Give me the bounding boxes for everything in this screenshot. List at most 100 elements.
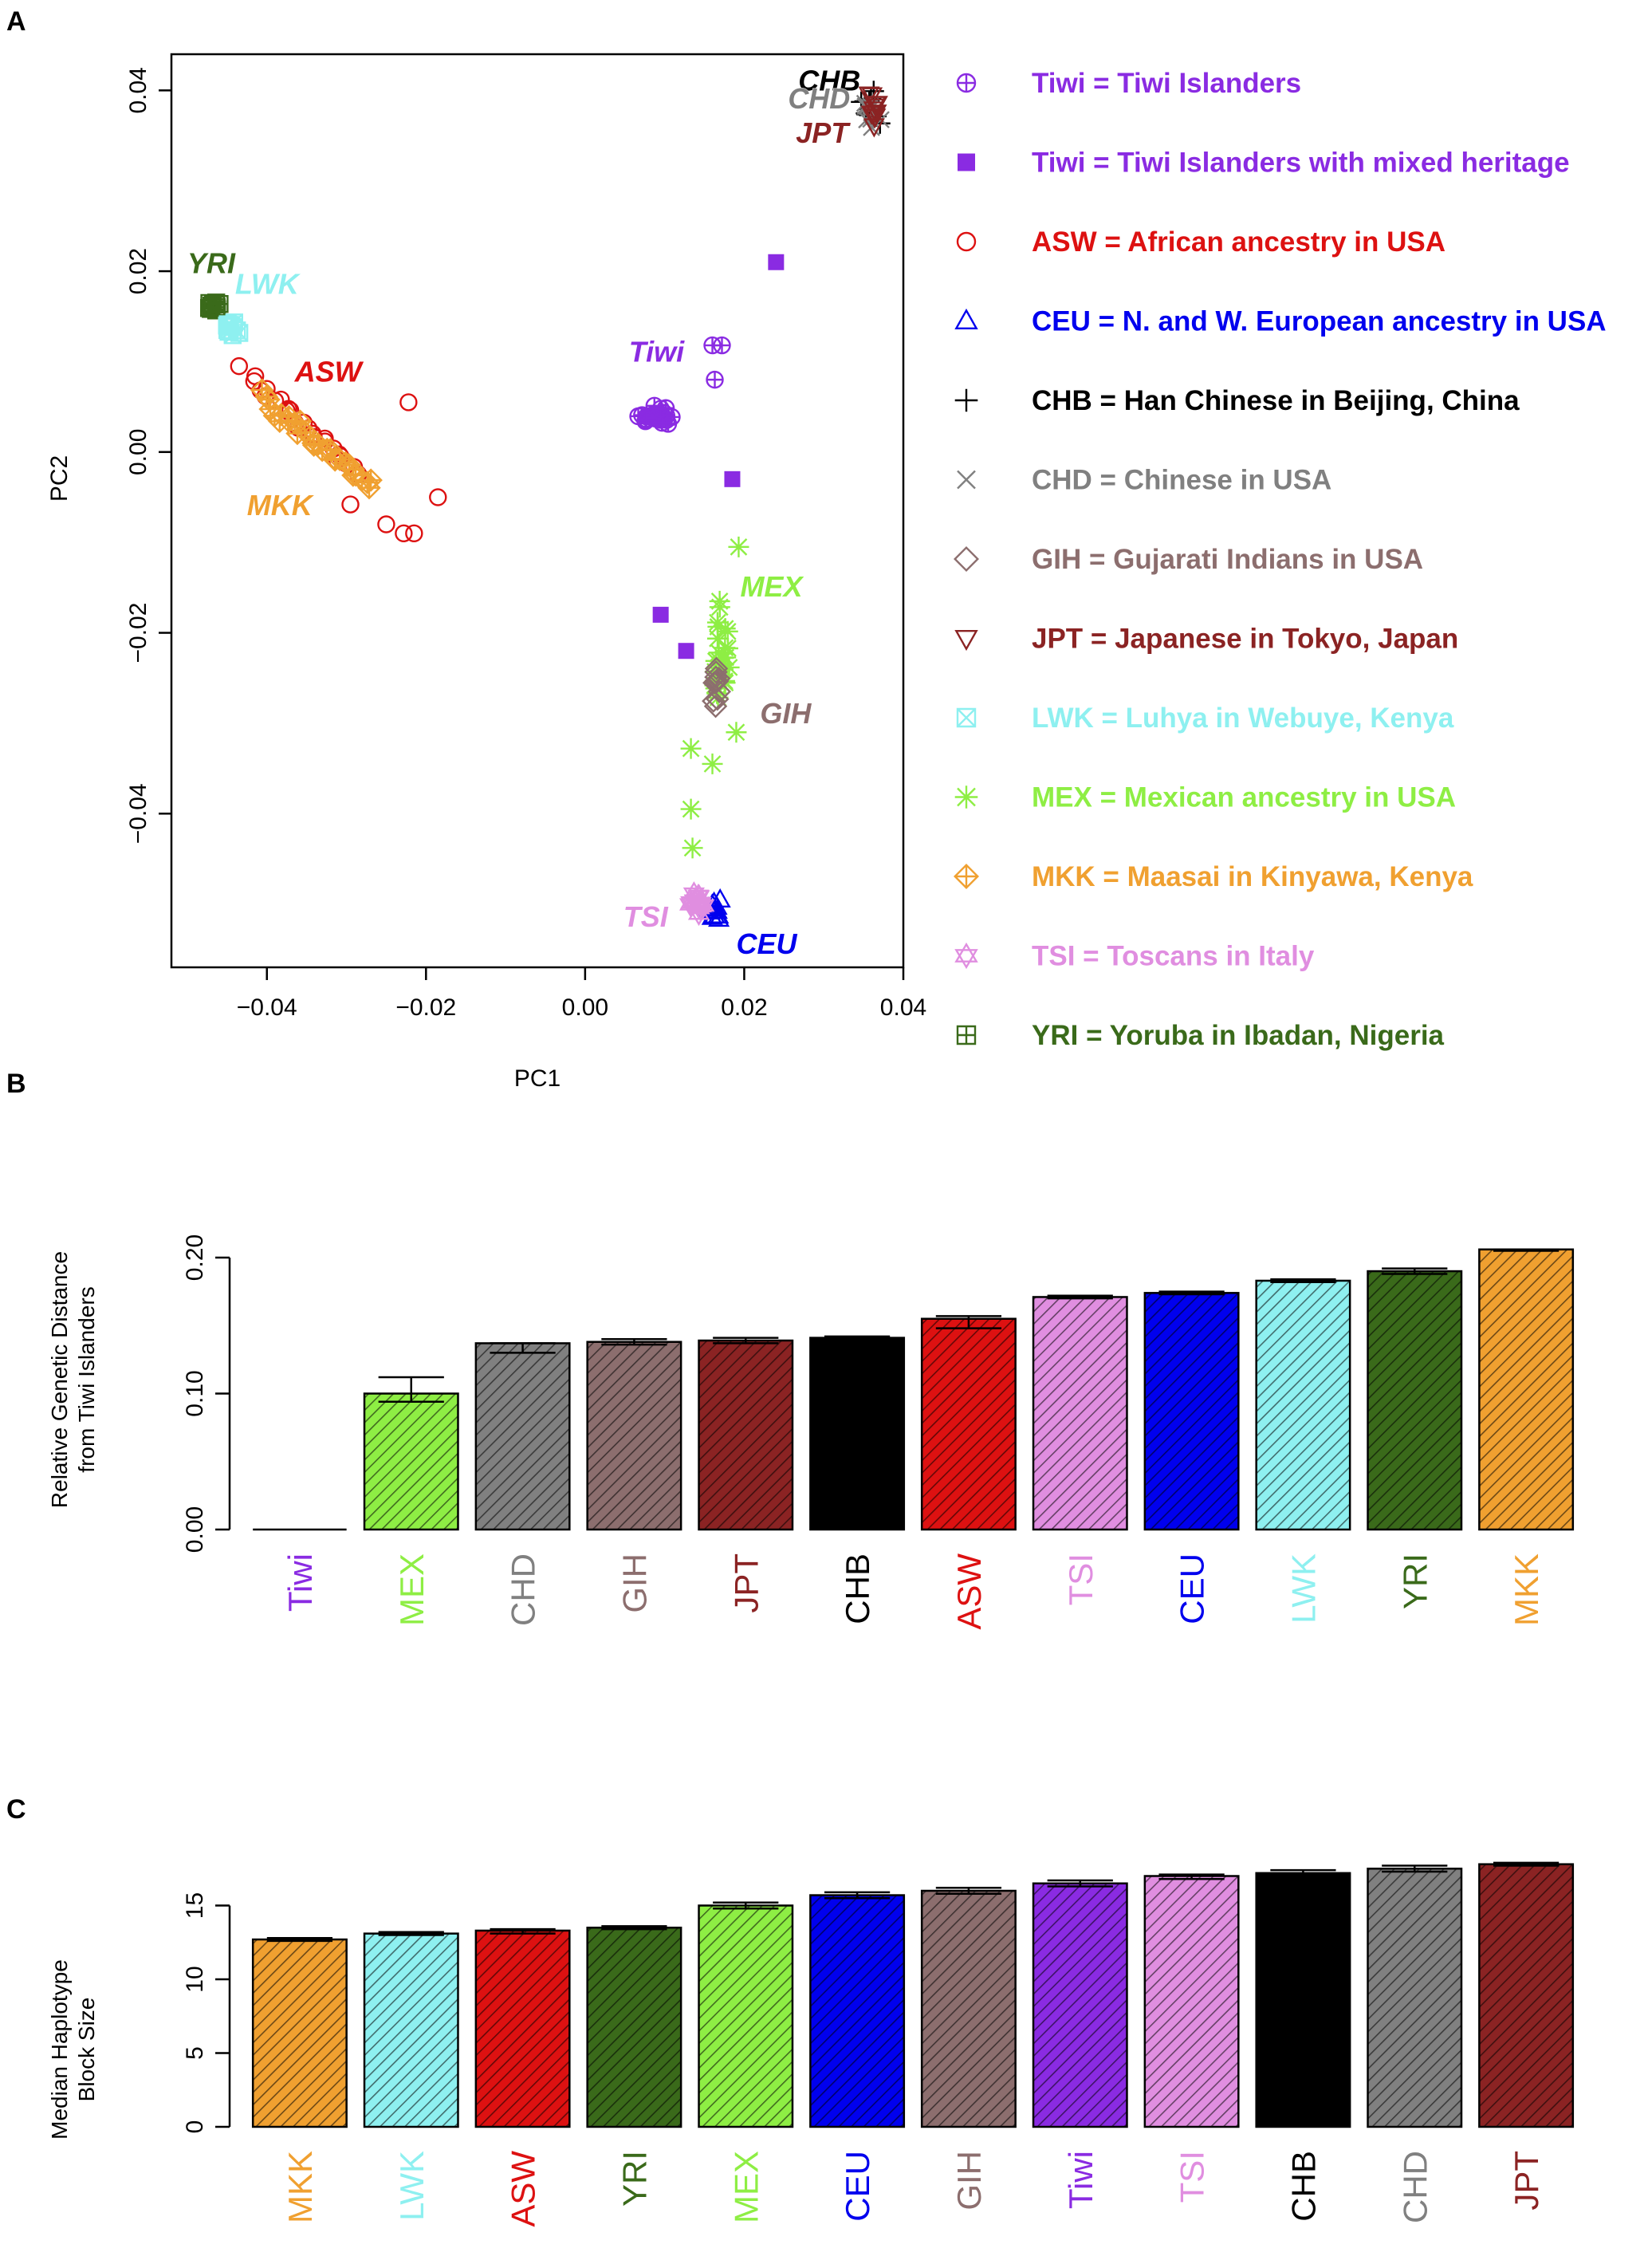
category-label-gih: GIH xyxy=(616,1553,653,1613)
error-bar-gih xyxy=(935,1887,1002,1895)
haplotype-y-axis: 0 5 10 15 xyxy=(182,1892,231,2134)
point-mex xyxy=(726,722,747,743)
point-ceu xyxy=(707,904,730,924)
bar-hatch-mkk xyxy=(253,1939,347,2127)
legend-symbol-lwk xyxy=(956,707,977,728)
y-tick-label: −0.02 xyxy=(125,603,151,663)
cluster-label-jpt: JPT xyxy=(796,116,851,149)
cluster-label-ceu: CEU xyxy=(736,927,797,960)
haplotype-y-axis-label-line2: Block Size xyxy=(74,1998,99,2102)
distance-bars xyxy=(253,1248,1575,1531)
x-tick-label: 0.00 xyxy=(562,994,608,1021)
category-label-chd: CHD xyxy=(1396,2151,1434,2223)
legend-entry-asw: ASW = African ancestry in USA xyxy=(1032,226,1446,258)
error-bar-asw xyxy=(935,1315,1002,1329)
panel-label-b: B xyxy=(6,1069,26,1099)
legend-symbol-chb xyxy=(954,388,978,412)
bar-hatch-mex xyxy=(364,1393,458,1530)
category-label-mkk: MKK xyxy=(281,2151,319,2223)
point-mex xyxy=(707,616,729,637)
error-bar-chb xyxy=(824,1335,891,1341)
category-label-mex: MEX xyxy=(393,1553,431,1626)
error-bar-lwk xyxy=(1270,1278,1336,1283)
bar-hatch-mkk xyxy=(1479,1249,1573,1530)
cluster-label-chb: CHB xyxy=(798,64,860,96)
category-label-yri: YRI xyxy=(616,2151,653,2207)
legend-symbol-tiwi xyxy=(956,73,977,93)
point-jpt xyxy=(861,87,883,107)
cluster-label-gih: GIH xyxy=(760,697,812,730)
y-tick-label: 0.00 xyxy=(182,1506,208,1553)
bar-hatch-ceu xyxy=(810,1895,904,2127)
error-bar-tsi xyxy=(1047,1294,1113,1300)
y-tick-label: 5 xyxy=(182,2046,208,2060)
legend-symbol-gih xyxy=(954,546,979,572)
y-tick-label: 0 xyxy=(182,2120,208,2134)
error-bar-chd xyxy=(1382,1864,1448,1873)
legend-symbol-chd xyxy=(957,470,976,490)
point-gih xyxy=(706,687,730,711)
bar-hatch-chb xyxy=(1256,1872,1351,2127)
panel-label-a: A xyxy=(6,6,26,37)
error-bar-lwk xyxy=(378,1931,444,1936)
error-bar-chd xyxy=(490,1342,556,1354)
pca-y-axis-label: PC2 xyxy=(46,455,73,502)
point-asw xyxy=(377,515,395,534)
bar-hatch-asw xyxy=(922,1318,1016,1530)
error-bar-jpt xyxy=(713,1337,779,1345)
point-asw xyxy=(429,488,447,506)
legend-entry-tiwi: Tiwi = Tiwi Islanders xyxy=(1032,68,1301,99)
point-gih xyxy=(702,689,726,713)
error-bar-tsi xyxy=(1158,1873,1225,1880)
bar-hatch-ceu xyxy=(1144,1293,1239,1530)
category-label-ceu: CEU xyxy=(839,2151,876,2222)
legend-symbol-yri xyxy=(956,1025,977,1045)
bar-hatch-lwk xyxy=(1256,1280,1351,1530)
point-yri xyxy=(210,295,229,313)
legend-entry-mkk: MKK = Maasai in Kinyawa, Kenya xyxy=(1032,861,1473,892)
legend-symbol-tsi xyxy=(954,942,978,970)
bar-hatch-chd xyxy=(1367,1868,1461,2127)
pca-x-axis: −0.04 −0.02 0.00 0.02 0.04 xyxy=(237,967,926,1021)
category-label-tiwi: Tiwi xyxy=(1062,2151,1099,2209)
error-bar-tiwi xyxy=(1047,1879,1113,1888)
bar-hatch-gih xyxy=(922,1891,1016,2127)
legend-entry-jpt: JPT = Japanese in Tokyo, Japan xyxy=(1032,624,1458,655)
legend-symbol-asw xyxy=(956,231,977,252)
pca-x-axis-label: PC1 xyxy=(514,1065,560,1092)
point-asw xyxy=(405,524,423,543)
category-label-lwk: LWK xyxy=(1284,1553,1322,1624)
legend-entry-tiwimixed: Tiwi = Tiwi Islanders with mixed heritag… xyxy=(1032,148,1570,179)
bar-hatch-chd xyxy=(475,1343,570,1530)
legend-entry-yri: YRI = Yoruba in Ibadan, Nigeria xyxy=(1032,1020,1445,1051)
error-bar-ceu xyxy=(824,1891,891,1900)
legend-entry-lwk: LWK = Luhya in Webuye, Kenya xyxy=(1032,703,1454,734)
point-mex xyxy=(706,628,728,649)
category-label-tiwi: Tiwi xyxy=(281,1553,319,1612)
bar-hatch-asw xyxy=(475,1930,570,2127)
bar-hatch-gih xyxy=(587,1341,682,1530)
category-label-asw: ASW xyxy=(950,1553,988,1630)
point-jpt xyxy=(863,106,885,126)
point-tiwi xyxy=(651,400,670,418)
cluster-label-asw: ASW xyxy=(294,355,364,388)
distance-y-axis: 0.00 0.10 0.20 xyxy=(182,1234,231,1553)
pca-plot-frame xyxy=(170,53,905,969)
bar-hatch-mex xyxy=(698,1905,793,2127)
category-label-ceu: CEU xyxy=(1174,1553,1211,1624)
distance-y-axis-label-line1: Relative Genetic Distance xyxy=(47,1251,72,1508)
bar-hatch-lwk xyxy=(364,1933,458,2127)
error-bar-ceu xyxy=(1158,1290,1225,1296)
error-bar-yri xyxy=(601,1925,667,1931)
y-tick-label: 0.00 xyxy=(125,429,151,475)
error-bar-yri xyxy=(1382,1267,1448,1275)
panel-a: A −0.04 −0.02 0.00 0.02 0.04 0.040.020.00−0.… xyxy=(6,6,1607,1092)
bar-hatch-tsi xyxy=(1033,1297,1127,1530)
haplotype-y-axis-label-line1: Median Haplotype xyxy=(47,1959,72,2140)
panel-b: B Relative Genetic Distance from Tiwi Is… xyxy=(6,1069,1575,1630)
bar-hatch-yri xyxy=(1367,1271,1461,1530)
point-asw xyxy=(399,393,418,411)
category-label-jpt: JPT xyxy=(1508,2151,1545,2211)
category-label-chb: CHB xyxy=(1284,2151,1322,2222)
